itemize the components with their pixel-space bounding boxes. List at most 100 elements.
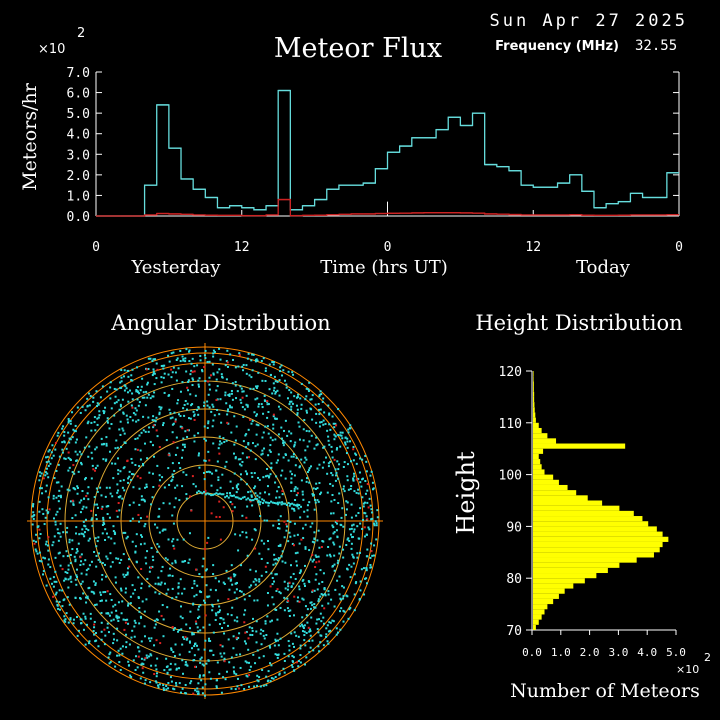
sky-point [172,538,175,541]
sky-point-secondary [248,674,251,677]
sky-point [134,448,137,451]
sky-point [119,647,122,650]
sky-point [252,387,255,390]
sky-point [69,458,72,461]
sky-point [218,443,221,446]
sky-point [208,639,211,642]
sky-point [153,523,156,526]
flux-y-tick-label: 6.0 [67,87,90,102]
sky-point [175,684,178,687]
sky-point [92,396,95,399]
sky-point-secondary [218,500,221,503]
sky-point [297,665,300,668]
sky-point [314,498,317,501]
sky-point [105,442,108,445]
sky-point [274,391,277,394]
sky-point [369,504,372,507]
sky-point [335,529,338,532]
sky-point [233,443,236,446]
sky-point [321,466,324,469]
sky-point [65,612,68,615]
sky-point [57,607,60,610]
sky-point [327,462,330,465]
sky-point [177,585,180,588]
sky-point [112,618,115,621]
sky-point [152,370,155,373]
sky-point [273,644,276,647]
sky-point [237,365,240,368]
sky-point [142,463,145,466]
sky-point [182,359,185,362]
sky-point [295,634,298,637]
sky-point-secondary [192,692,195,695]
sky-point [323,587,326,590]
sky-point [293,395,296,398]
sky-point [228,395,231,398]
sky-point [149,397,152,400]
sky-point [276,459,279,462]
sky-point [119,403,122,406]
sky-point [303,634,306,637]
height-bar [533,614,542,620]
sky-point [140,534,143,537]
sky-point [193,654,196,657]
sky-point [137,419,140,422]
sky-point [106,421,109,424]
sky-point [55,481,58,484]
sky-point [45,456,48,459]
sky-point [224,391,227,394]
sky-trail-point [211,493,214,496]
sky-point [171,562,174,565]
sky-point [364,512,367,515]
sky-point [188,349,191,352]
sky-point [256,649,259,652]
sky-point [271,583,274,586]
sky-point [267,539,270,542]
sky-point [375,538,378,541]
sky-point-secondary [159,642,162,645]
sky-point [54,593,57,596]
sky-point [216,371,219,374]
sky-point-secondary [195,568,198,571]
sky-point [78,533,81,536]
sky-point [205,568,208,571]
height-bar [533,562,620,568]
sky-point [256,674,259,677]
sky-point [71,517,74,520]
sky-point [102,443,105,446]
sky-point [110,423,113,426]
sky-point [290,664,293,667]
sky-point [122,467,125,470]
sky-point [126,535,129,538]
sky-trail-point [243,495,246,498]
sky-point [275,475,278,478]
sky-point [218,435,221,438]
sky-point [268,449,271,452]
sky-point [319,390,322,393]
sky-point [172,650,175,653]
sky-point [331,484,334,487]
sky-point [106,390,109,393]
sky-point [261,436,264,439]
sky-point [330,472,333,475]
sky-point [304,449,307,452]
sky-trail-point [231,494,234,497]
sky-point [212,372,215,375]
sky-point [146,550,149,553]
sky-point [204,601,207,604]
sky-point [259,492,262,495]
sky-point [274,653,277,656]
sky-point [175,681,178,684]
sky-point [144,404,147,407]
sky-point [262,630,265,633]
sky-point [310,434,313,437]
sky-point [89,395,92,398]
sky-point [84,643,87,646]
sky-point-secondary [367,506,370,509]
sky-point [376,509,379,512]
sky-point [229,492,232,495]
sky-point [175,596,178,599]
sky-point [281,469,284,472]
sky-point [198,377,201,380]
sky-point [102,591,105,594]
